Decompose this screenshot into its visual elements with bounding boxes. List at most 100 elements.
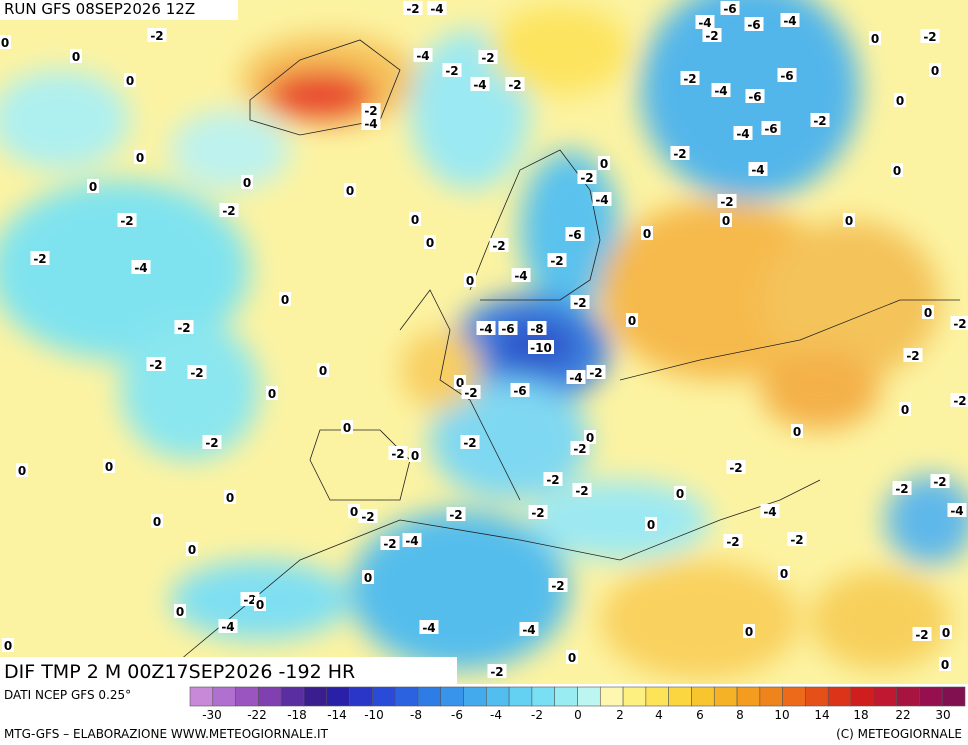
coastlines: [179, 39, 960, 661]
scale-swatch: [736, 686, 761, 707]
map-label-box: [254, 597, 266, 611]
map-label-box: [843, 213, 855, 227]
map-field: -2 -4 -6-2-4 -6 -40 -200 -4 -2-2-2 00 -4 -2 -2 -6-4-…: [0, 0, 968, 684]
map-label: -2: [508, 78, 521, 92]
map-label-box: [409, 448, 421, 462]
map-label-box: [388, 446, 408, 460]
map-label: -10: [530, 341, 552, 355]
map-label-box: [726, 460, 746, 474]
scale-label: 0: [574, 708, 582, 722]
map-label: 0: [136, 151, 144, 165]
scale-label: -4: [490, 708, 502, 722]
map-label-box: [241, 175, 253, 189]
map-label: -2: [492, 239, 505, 253]
map-label: -2: [895, 482, 908, 496]
scale-swatch: [235, 686, 259, 707]
map-label-box: [702, 28, 722, 42]
map-label-box: [427, 1, 447, 15]
map-label: 0: [226, 491, 234, 505]
map-label-box: [547, 253, 567, 267]
scale-label: -22: [247, 708, 267, 722]
map-label: 0: [466, 274, 474, 288]
map-label-box: [947, 503, 967, 517]
map-label: 0: [647, 518, 655, 532]
map-label-box: [930, 474, 950, 488]
map-label-box: [761, 121, 781, 135]
map-label-box: [470, 77, 490, 91]
footer-left: MTG-GFS – ELABORAZIONE WWW.METEOGIORNALE…: [4, 727, 329, 741]
map-label: 0: [568, 651, 576, 665]
map-label: -2: [953, 317, 966, 331]
map-label: -4: [364, 117, 377, 131]
map-label-box: [720, 1, 740, 15]
field-label-box: [0, 657, 457, 684]
map-label: 0: [845, 214, 853, 228]
map-label-box: [344, 183, 356, 197]
map-label-box: [929, 63, 941, 77]
scale-label: 18: [853, 708, 868, 722]
map-label-box: [219, 203, 239, 217]
map-label: -2: [205, 436, 218, 450]
map-label-box: [566, 370, 586, 384]
map-label: 0: [105, 460, 113, 474]
map-label-box: [720, 213, 732, 227]
map-label: -6: [501, 322, 514, 336]
map-label-box: [950, 393, 968, 407]
map-label-box: [186, 542, 198, 556]
header-box: [0, 0, 238, 20]
scale-swatch: [645, 686, 669, 707]
map-label-box: [894, 93, 906, 107]
map-label-box: [743, 624, 755, 638]
map-label-box: [950, 316, 968, 330]
map-label: -4: [514, 269, 527, 283]
map-label-box: [147, 28, 167, 42]
map-label-box: [279, 292, 291, 306]
map-label: 0: [426, 236, 434, 250]
map-label-box: [476, 321, 496, 335]
map-label-box: [892, 481, 912, 495]
scale-label: -30: [202, 708, 222, 722]
map-label: -2: [149, 358, 162, 372]
map-label-box: [413, 48, 433, 62]
map-label: 0: [676, 487, 684, 501]
scale-label: 4: [655, 708, 663, 722]
footer-right: (C) METEOGIORNALE: [836, 727, 962, 741]
map-label-box: [380, 536, 400, 550]
map-label: -4: [783, 14, 796, 28]
map-label: -2: [383, 537, 396, 551]
map-label: 0: [411, 213, 419, 227]
map-label-box: [723, 534, 743, 548]
map-label: 0: [893, 164, 901, 178]
map-label: 0: [346, 184, 354, 198]
map-label-box: [117, 213, 137, 227]
map-label-box: [151, 514, 163, 528]
map-label: -2: [481, 51, 494, 65]
map-label: 0: [188, 543, 196, 557]
scale-label: -18: [287, 708, 307, 722]
map-label: -6: [747, 18, 760, 32]
map-label-box: [510, 383, 530, 397]
map-label: -2: [906, 349, 919, 363]
map-label: -2: [953, 394, 966, 408]
map-label-box: [419, 620, 439, 634]
map-label: -6: [764, 122, 777, 136]
map-label: 0: [924, 306, 932, 320]
map-label-box: [920, 29, 940, 43]
scale-swatch: [668, 686, 692, 707]
map-label: 0: [745, 625, 753, 639]
map-label-box: [528, 505, 548, 519]
scale-swatch: [805, 686, 829, 707]
map-label: -2: [933, 475, 946, 489]
map-label-box: [348, 504, 360, 518]
map-label: 0: [896, 94, 904, 108]
map-label-box: [511, 268, 531, 282]
map-label-box: [460, 435, 480, 449]
map-label-box: [498, 321, 518, 335]
scale-label: 10: [774, 708, 789, 722]
map-label: -2: [729, 461, 742, 475]
map-label-box: [711, 83, 731, 97]
map-label-box: [903, 348, 923, 362]
map-label: -2: [531, 506, 544, 520]
map-label: 0: [600, 157, 608, 171]
map-label: -8: [530, 322, 543, 336]
